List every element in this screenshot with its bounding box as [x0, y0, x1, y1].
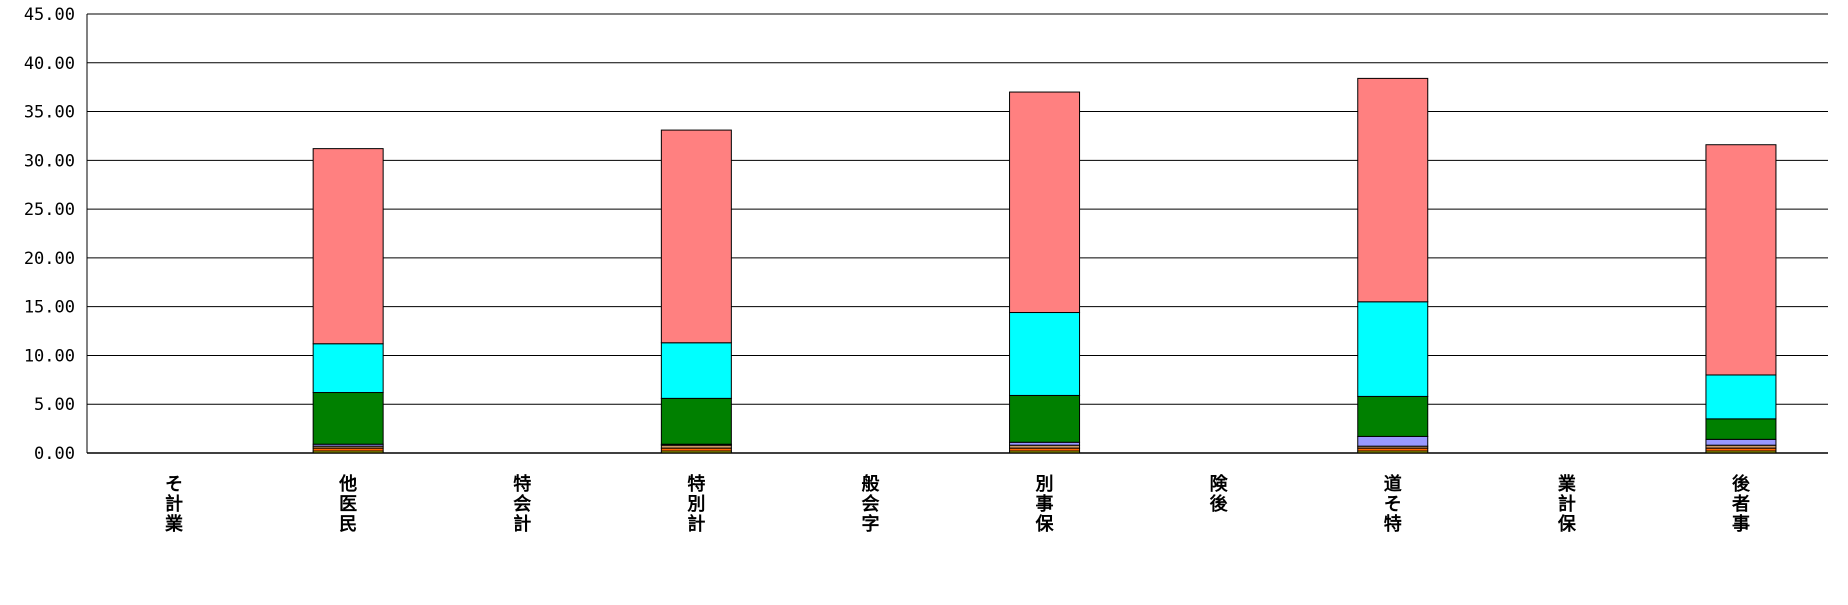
x-category-label: 業計保 — [1557, 473, 1577, 535]
y-tick-label: 25.00 — [24, 200, 75, 220]
x-category-char: そ — [1384, 494, 1402, 515]
x-category-char: 会 — [861, 493, 879, 515]
x-category-label: 特別計 — [687, 473, 705, 535]
x-category-char: 計 — [687, 513, 705, 535]
x-category-char: 会 — [513, 493, 531, 515]
x-category-label: 道そ特 — [1384, 473, 1402, 535]
bar-segment — [312, 343, 384, 394]
bar-segment — [1705, 144, 1777, 376]
y-tick-label: 5.00 — [34, 395, 75, 415]
x-category-char: 後 — [1732, 473, 1751, 495]
y-tick-label: 10.00 — [24, 346, 75, 366]
x-category-char: 計 — [513, 513, 531, 535]
x-category-char: 計 — [165, 493, 183, 515]
x-category-char: 保 — [1557, 513, 1577, 535]
bar-segment — [1009, 91, 1081, 314]
x-category-label: 険後 — [1210, 473, 1229, 515]
x-category-char: 別 — [1036, 474, 1054, 495]
bar-segment — [660, 397, 732, 445]
bar-segment — [1705, 374, 1777, 420]
x-category-char: 険 — [1210, 473, 1229, 495]
x-category-char: 業 — [164, 513, 184, 535]
x-category-char: 般 — [861, 473, 879, 495]
bar-segment — [1705, 418, 1777, 440]
x-category-char: 事 — [1036, 493, 1054, 515]
x-category-char: 計 — [1558, 493, 1576, 515]
y-tick-label: 30.00 — [24, 151, 75, 171]
x-category-char: 者 — [1731, 494, 1750, 515]
x-category-label: 般会字 — [861, 473, 879, 535]
x-category-label: 他医民 — [338, 473, 357, 535]
y-tick-label: 15.00 — [24, 298, 75, 318]
x-category-char: 保 — [1035, 513, 1055, 535]
bar-segment — [1705, 438, 1777, 446]
bars — [312, 77, 1777, 454]
x-category-char: 特 — [513, 473, 531, 495]
x-category-char: 字 — [861, 513, 879, 535]
x-category-char: 道 — [1384, 473, 1402, 495]
y-tick-label: 45.00 — [24, 5, 75, 25]
x-category-label: そ計業 — [164, 474, 184, 535]
x-category-char: 後 — [1210, 493, 1229, 515]
x-category-label: 後者事 — [1731, 473, 1751, 535]
x-category-char: 他 — [338, 473, 357, 495]
bar-segment — [312, 148, 384, 345]
y-tick-labels: 0.00 5.00 10.00 15.00 20.00 25.00 30.00 35.00 40… — [24, 5, 75, 464]
x-category-char: そ — [165, 474, 183, 495]
bar-segment — [1357, 395, 1429, 437]
x-category-char: 事 — [1732, 513, 1750, 535]
y-tick-label: 40.00 — [24, 54, 75, 74]
x-category-char: 医 — [339, 494, 357, 515]
bar-segment — [1357, 77, 1429, 303]
bar-segment — [312, 392, 384, 445]
bar-segment — [660, 129, 732, 344]
bar-segment — [1357, 435, 1429, 447]
x-category-char: 別 — [687, 494, 705, 515]
bar-segment — [1009, 312, 1081, 396]
x-category-char: 業 — [1557, 473, 1577, 495]
x-category-char: 民 — [339, 514, 357, 535]
x-category-char: 特 — [687, 473, 705, 495]
x-category-char: 特 — [1384, 513, 1402, 535]
bar-segment — [1009, 394, 1081, 443]
x-category-label: 特会計 — [513, 473, 531, 535]
y-tick-label: 20.00 — [24, 249, 75, 269]
y-tick-label: 35.00 — [24, 103, 75, 123]
axes — [86, 14, 1828, 454]
bar-segment — [1357, 301, 1429, 397]
y-tick-label: 0.00 — [34, 444, 75, 464]
bar-segment — [660, 342, 732, 399]
x-category-label: 別事保 — [1035, 474, 1055, 535]
